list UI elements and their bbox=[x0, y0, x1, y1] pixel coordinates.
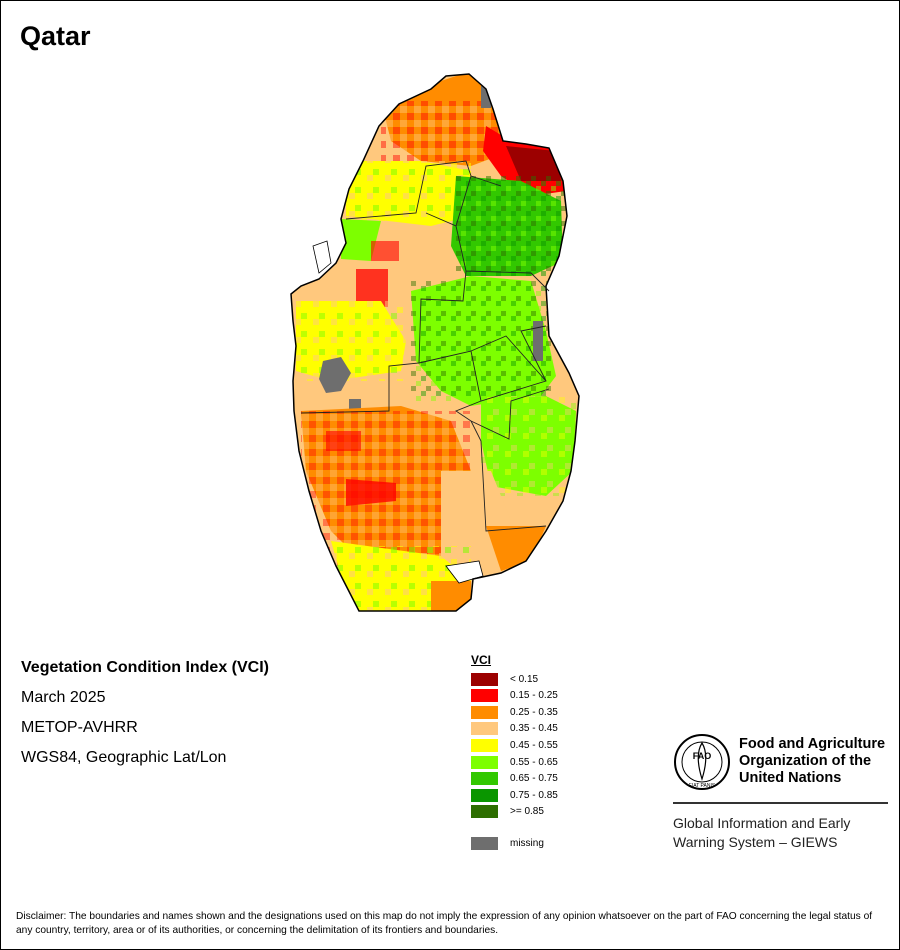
legend-item: 0.25 - 0.35 bbox=[471, 705, 558, 719]
fao-name-line: Organization of the bbox=[739, 753, 872, 769]
legend-swatch bbox=[471, 788, 498, 802]
sensor-label: METOP-AVHRR bbox=[21, 719, 138, 736]
legend-label: 0.45 - 0.55 bbox=[510, 739, 558, 751]
admin-boundaries bbox=[300, 160, 550, 532]
legend-item: 0.55 - 0.65 bbox=[471, 755, 558, 769]
divider bbox=[673, 802, 888, 804]
legend-swatch bbox=[471, 672, 498, 686]
legend-item: < 0.15 bbox=[471, 672, 538, 686]
legend-label: 0.75 - 0.85 bbox=[510, 789, 558, 801]
disclaimer: Disclaimer: The boundaries and names sho… bbox=[16, 911, 873, 936]
legend-swatch bbox=[471, 772, 498, 786]
legend-label: >= 0.85 bbox=[510, 806, 544, 818]
legend-item: 0.15 - 0.25 bbox=[471, 689, 558, 703]
legend-label: 0.25 - 0.35 bbox=[510, 706, 558, 718]
legend-swatch bbox=[471, 755, 498, 769]
legend-label: missing bbox=[510, 837, 544, 849]
fao-name-line: Food and Agriculture bbox=[739, 736, 886, 752]
legend-swatch bbox=[471, 836, 498, 850]
projection-label: WGS84, Geographic Lat/Lon bbox=[21, 749, 227, 766]
giews-line: Global Information and Early bbox=[673, 815, 851, 831]
legend-item: 0.35 - 0.45 bbox=[471, 722, 558, 736]
legend-swatch bbox=[471, 738, 498, 752]
legend-item: 0.45 - 0.55 bbox=[471, 738, 558, 752]
legend-label: < 0.15 bbox=[510, 673, 539, 685]
legend-swatch bbox=[471, 705, 498, 719]
vci-map bbox=[290, 73, 580, 612]
period-label: March 2025 bbox=[21, 689, 106, 706]
giews-line: Warning System – GIEWS bbox=[673, 834, 838, 850]
legend-label: 0.55 - 0.65 bbox=[510, 756, 558, 768]
vci-raster bbox=[291, 74, 579, 611]
fao-name: Food and Agriculture Organization of the… bbox=[739, 736, 885, 787]
legend-label: 0.15 - 0.25 bbox=[510, 690, 558, 702]
legend-swatch bbox=[471, 689, 498, 703]
legend-swatch bbox=[471, 722, 498, 736]
legend-swatch bbox=[471, 805, 498, 819]
legend-label: 0.65 - 0.75 bbox=[510, 773, 558, 785]
legend-item: >= 0.85 bbox=[471, 805, 544, 819]
fao-logo-text: FAO bbox=[693, 751, 712, 761]
legend-label: 0.35 - 0.45 bbox=[510, 723, 558, 735]
legend-item: 0.75 - 0.85 bbox=[471, 788, 558, 802]
fao-logo-motto: FIAT PANIS bbox=[689, 783, 716, 789]
giews-name: Global Information and Early Warning Sys… bbox=[673, 814, 850, 852]
fao-logo: FAO FIAT PANIS bbox=[674, 734, 730, 790]
legend-title: VCI bbox=[471, 653, 492, 667]
fao-name-line: United Nations bbox=[739, 770, 842, 786]
index-name: Vegetation Condition Index (VCI) bbox=[21, 659, 269, 676]
map-title: Qatar bbox=[20, 21, 91, 51]
legend-item: 0.65 - 0.75 bbox=[471, 772, 558, 786]
legend-item-missing: missing bbox=[471, 836, 544, 850]
